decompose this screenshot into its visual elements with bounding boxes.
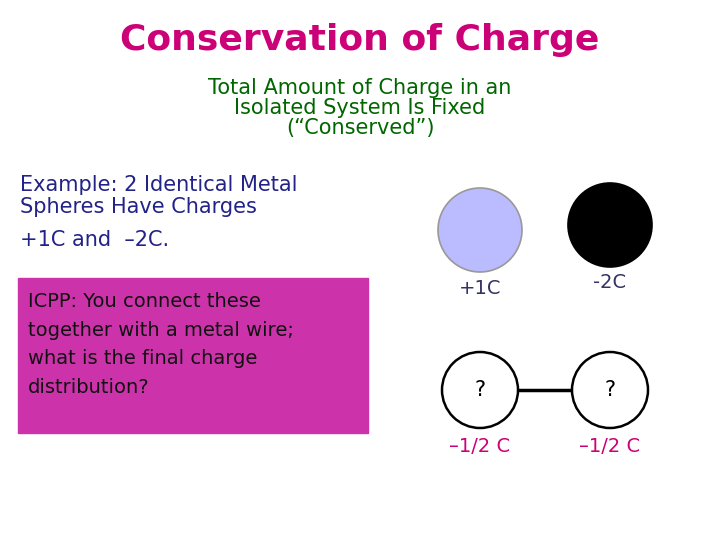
Text: ?: ? — [474, 380, 485, 400]
Text: Spheres Have Charges: Spheres Have Charges — [20, 197, 257, 217]
Text: Conservation of Charge: Conservation of Charge — [120, 23, 600, 57]
Text: Isolated System Is Fixed: Isolated System Is Fixed — [235, 98, 485, 118]
Text: -2C: -2C — [593, 273, 626, 293]
Circle shape — [572, 352, 648, 428]
Circle shape — [442, 352, 518, 428]
Text: ICPP: You connect these
together with a metal wire;
what is the final charge
dis: ICPP: You connect these together with a … — [28, 292, 294, 397]
Text: –1/2 C: –1/2 C — [449, 436, 510, 456]
Text: –1/2 C: –1/2 C — [580, 436, 641, 456]
Text: ?: ? — [604, 380, 616, 400]
Text: Total Amount of Charge in an: Total Amount of Charge in an — [208, 78, 512, 98]
FancyBboxPatch shape — [18, 278, 368, 433]
Text: (“Conserved”): (“Conserved”) — [286, 118, 434, 138]
Circle shape — [568, 183, 652, 267]
Text: +1C and  –2C.: +1C and –2C. — [20, 230, 169, 250]
Text: Example: 2 Identical Metal: Example: 2 Identical Metal — [20, 175, 297, 195]
Circle shape — [438, 188, 522, 272]
Text: +1C: +1C — [459, 279, 501, 298]
